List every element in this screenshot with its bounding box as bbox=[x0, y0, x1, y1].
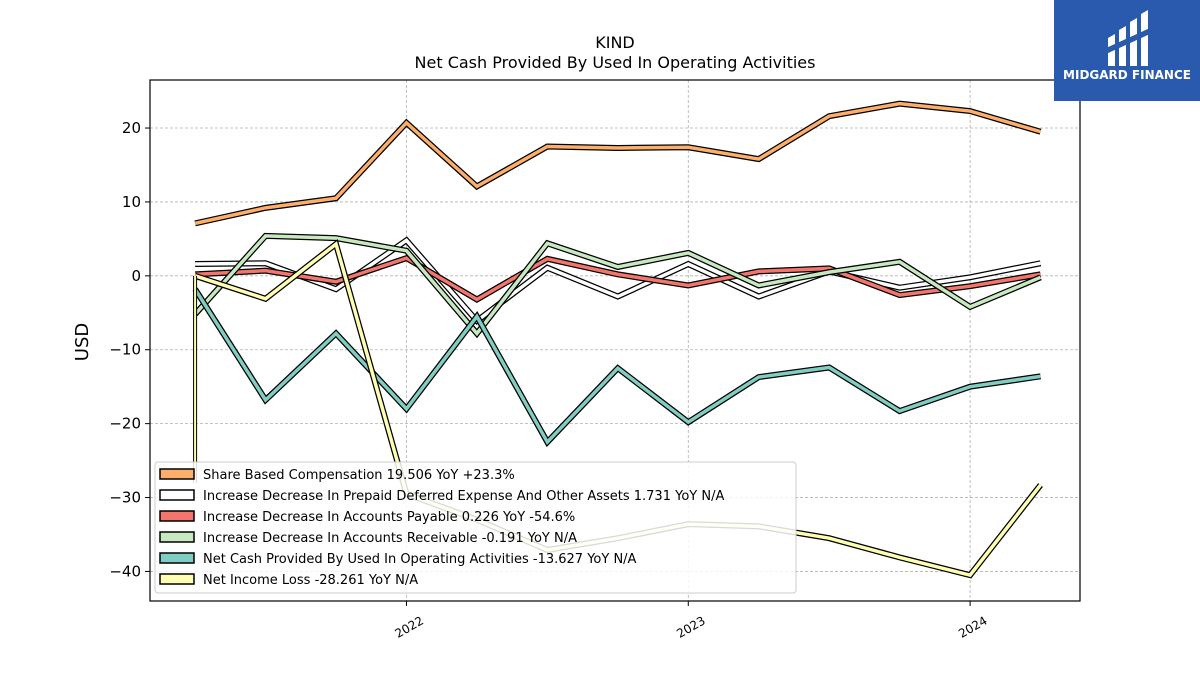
series-line bbox=[193, 288, 1041, 446]
legend-swatch bbox=[159, 552, 195, 564]
x-tick-label: 2023 bbox=[674, 613, 707, 640]
y-axis-label: USD bbox=[72, 323, 93, 361]
series-line bbox=[193, 234, 1042, 337]
y-tick-label: −40 bbox=[109, 562, 141, 580]
legend-entry: Increase Decrease In Accounts Receivable… bbox=[203, 531, 577, 546]
legend-entry: Increase Decrease In Accounts Payable 0.… bbox=[203, 510, 575, 525]
chart-subtitle: Net Cash Provided By Used In Operating A… bbox=[415, 53, 816, 72]
x-tick-label: 2022 bbox=[393, 613, 426, 640]
y-tick-label: −10 bbox=[109, 341, 141, 359]
y-tick-label: 10 bbox=[122, 193, 141, 211]
legend-entry: Net Income Loss -28.261 YoY N/A bbox=[203, 573, 418, 588]
y-tick-label: 0 bbox=[131, 267, 141, 285]
series-group bbox=[192, 100, 1043, 579]
legend-swatch bbox=[159, 573, 195, 585]
logo-mark-icon bbox=[1106, 10, 1150, 66]
midgard-finance-logo: MIDGARD FINANCE bbox=[1054, 0, 1200, 101]
series-line-outline bbox=[194, 100, 1042, 227]
y-tick-label: −30 bbox=[109, 489, 141, 507]
plot-frame bbox=[149, 79, 1081, 602]
legend-swatch bbox=[159, 468, 195, 480]
x-tick-label: 2024 bbox=[956, 613, 989, 640]
series-line bbox=[194, 256, 1041, 302]
legend-box bbox=[154, 461, 797, 594]
legend-swatch bbox=[159, 489, 195, 501]
legend-swatch bbox=[159, 531, 195, 543]
series-line bbox=[194, 101, 1042, 226]
legend-entry: Share Based Compensation 19.506 YoY +23.… bbox=[203, 468, 515, 483]
y-tick-label: 20 bbox=[122, 119, 141, 137]
logo-text: MIDGARD FINANCE bbox=[1063, 68, 1191, 82]
legend: Share Based Compensation 19.506 YoY +23.… bbox=[154, 461, 797, 594]
chart-title: KIND bbox=[595, 33, 635, 52]
series-line-outline bbox=[192, 287, 1041, 448]
legend-swatch bbox=[159, 510, 195, 522]
legend-entry: Increase Decrease In Prepaid Deferred Ex… bbox=[203, 489, 724, 504]
y-tick-label: −20 bbox=[109, 415, 141, 433]
series-line bbox=[195, 238, 1041, 324]
legend-entry: Net Cash Provided By Used In Operating A… bbox=[203, 552, 637, 567]
